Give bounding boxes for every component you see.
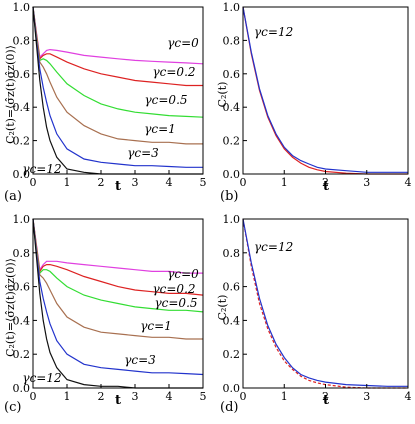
curve-label: γc=3 xyxy=(127,146,159,160)
x-tick-label: 0 xyxy=(30,176,37,189)
panel-2: 0 1 2 3 4 0.0 0.2 0.4 0.6 0.8 1.0 t C₂(t) (b) γc=12 xyxy=(216,1,412,204)
series-line--c-0-2 xyxy=(32,218,204,296)
annotation-label: γc=12 xyxy=(254,240,293,254)
series-line--c-0-5 xyxy=(32,218,204,313)
x-tick-label: 4 xyxy=(405,390,412,403)
y-tick-label: 0.6 xyxy=(13,68,31,81)
series-line--c-1 xyxy=(32,218,203,340)
y-tick-label: 0.0 xyxy=(13,382,31,395)
panel-3: 0 1 2 3 4 5 0.0 0.2 0.4 0.6 0.8 1.0 t C₂(t)=⟨σ̂z(t)σ̂… xyxy=(4,213,207,415)
series-line--c-0 xyxy=(32,218,203,274)
x-tick-label: 2 xyxy=(98,390,105,403)
curve-label: γc=0 xyxy=(167,267,199,281)
y-tick-label: 0.4 xyxy=(223,101,241,114)
x-tick-label: 3 xyxy=(363,176,370,189)
curve-label: γc=12 xyxy=(22,371,61,385)
y-tick-label: 0.6 xyxy=(13,281,31,294)
series-line--c-3 xyxy=(32,6,203,168)
y-tick-label: 0.6 xyxy=(223,68,241,81)
x-tick-label: 2 xyxy=(322,390,329,403)
x-axis-label: t xyxy=(323,393,329,408)
x-tick-label: 2 xyxy=(322,176,329,189)
x-tick-label: 4 xyxy=(166,176,173,189)
y-tick-label: 0.2 xyxy=(223,135,241,148)
y-axis-label: C₂(t)=⟨σ̂z(t)σ̂z(0)⟩ xyxy=(4,258,17,357)
y-tick-label: 0.4 xyxy=(13,101,31,114)
curve-label: γc=12 xyxy=(22,162,61,176)
y-tick-label: 1.0 xyxy=(223,213,241,226)
panel-4: 0 1 2 3 4 0.0 0.2 0.4 0.6 0.8 1.0 t C₂(t) (d) γc=12 xyxy=(216,213,412,415)
x-tick-label: 4 xyxy=(166,390,173,403)
x-tick-label: 1 xyxy=(64,390,71,403)
y-tick-label: 0.2 xyxy=(13,135,31,148)
y-tick-label: 0.0 xyxy=(223,382,241,395)
x-tick-label: 5 xyxy=(200,390,207,403)
panel-label: (d) xyxy=(220,400,238,415)
x-tick-label: 4 xyxy=(405,176,412,189)
x-tick-label: 5 xyxy=(200,176,207,189)
y-axis-label: C₂(t) xyxy=(216,295,229,321)
curve-label: γc=3 xyxy=(124,353,156,367)
y-tick-label: 0.4 xyxy=(223,314,241,327)
x-tick-label: 0 xyxy=(30,390,37,403)
curve-label: γc=0.2 xyxy=(152,282,195,296)
y-axis-label: C₂(t) xyxy=(216,82,229,108)
x-tick-label: 1 xyxy=(64,176,71,189)
series-line--c-12 xyxy=(32,6,203,175)
x-tick-label: 0 xyxy=(240,390,247,403)
plot-frame xyxy=(32,218,204,389)
x-tick-label: 3 xyxy=(132,176,139,189)
x-tick-label: 3 xyxy=(132,390,139,403)
panel-label: (a) xyxy=(4,189,22,204)
curve-label: γc=0.5 xyxy=(144,93,187,107)
annotation-label: γc=12 xyxy=(254,25,293,39)
panel-label: (b) xyxy=(220,189,238,204)
series-line--c-3 xyxy=(32,218,204,376)
y-tick-label: 1.0 xyxy=(223,1,241,14)
panel-label: (c) xyxy=(4,400,21,415)
plot-frame xyxy=(32,6,204,175)
curve-label: γc=0.5 xyxy=(154,296,197,310)
y-tick-label: 0.2 xyxy=(13,348,31,361)
curve-label: γc=0.2 xyxy=(152,65,195,79)
x-axis-label: t xyxy=(115,393,121,408)
y-tick-label: 0.6 xyxy=(223,281,241,294)
series-line--c-0-5 xyxy=(32,6,204,118)
y-tick-label: 1.0 xyxy=(13,1,31,14)
x-axis-label: t xyxy=(323,179,329,194)
y-tick-label: 0.8 xyxy=(13,247,31,260)
y-axis-label: C₂(t)=⟨σ̂z(t)σ̂z(0)⟩ xyxy=(4,45,17,144)
series-line--c-0 xyxy=(32,6,204,65)
curve-label: γc=0 xyxy=(167,36,199,50)
y-tick-label: 0.0 xyxy=(13,168,31,181)
x-axis-label: t xyxy=(115,179,121,194)
y-tick-label: 0.0 xyxy=(223,168,241,181)
curve-label: γc=1 xyxy=(140,319,172,333)
x-tick-label: 2 xyxy=(98,176,105,189)
panel-1: 0 1 2 3 4 5 0.0 0.2 0.4 0.6 0.8 1.0 t C₂(t)=⟨σ̂z(t)σ̂… xyxy=(4,1,207,204)
series-line--c-1 xyxy=(32,6,203,145)
y-tick-label: 0.8 xyxy=(13,34,31,47)
y-tick-label: 1.0 xyxy=(13,213,31,226)
y-tick-label: 0.8 xyxy=(223,34,241,47)
y-tick-label: 0.4 xyxy=(13,314,31,327)
x-tick-label: 0 xyxy=(240,176,247,189)
curve-label: γc=1 xyxy=(144,122,176,136)
y-tick-label: 0.8 xyxy=(223,247,241,260)
x-tick-label: 1 xyxy=(281,390,288,403)
series-line-1 xyxy=(242,6,408,173)
x-tick-label: 3 xyxy=(363,390,370,403)
series-line--c-0-2 xyxy=(32,6,203,87)
x-tick-label: 1 xyxy=(281,176,288,189)
series-line-1 xyxy=(242,218,408,387)
y-tick-label: 0.2 xyxy=(223,348,241,361)
